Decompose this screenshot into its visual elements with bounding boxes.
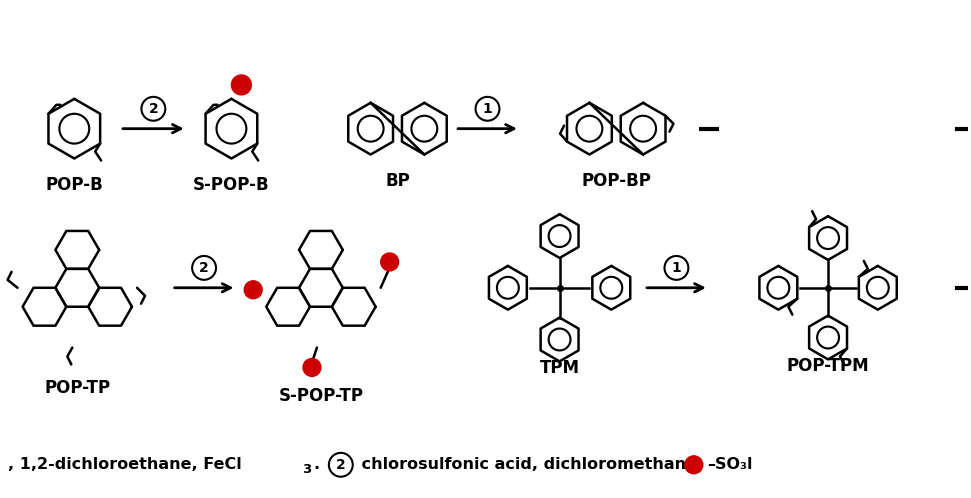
- Circle shape: [685, 456, 703, 474]
- Circle shape: [303, 359, 321, 376]
- Text: 2: 2: [336, 458, 346, 472]
- Text: 1: 1: [483, 102, 492, 116]
- Circle shape: [231, 75, 251, 95]
- Text: 3: 3: [302, 463, 312, 476]
- Text: POP-B: POP-B: [46, 176, 103, 194]
- Text: POP-TP: POP-TP: [45, 379, 111, 397]
- Text: , 1,2-dichloroethane, FeCl: , 1,2-dichloroethane, FeCl: [8, 457, 242, 472]
- Text: TPM: TPM: [540, 360, 580, 377]
- Text: BP: BP: [385, 172, 410, 190]
- Text: .: .: [313, 457, 319, 472]
- Text: chlorosulfonic acid, dichloromethane.: chlorosulfonic acid, dichloromethane.: [355, 457, 703, 472]
- Text: POP-BP: POP-BP: [582, 172, 652, 190]
- Text: S-POP-B: S-POP-B: [193, 176, 270, 194]
- Text: 2: 2: [149, 102, 158, 116]
- Text: S-POP-TP: S-POP-TP: [279, 387, 363, 405]
- Text: –SO₃l: –SO₃l: [707, 457, 753, 472]
- Text: 2: 2: [199, 261, 209, 275]
- Text: 1: 1: [672, 261, 682, 275]
- Circle shape: [381, 253, 398, 271]
- Text: POP-TPM: POP-TPM: [787, 358, 869, 375]
- Circle shape: [245, 281, 262, 299]
